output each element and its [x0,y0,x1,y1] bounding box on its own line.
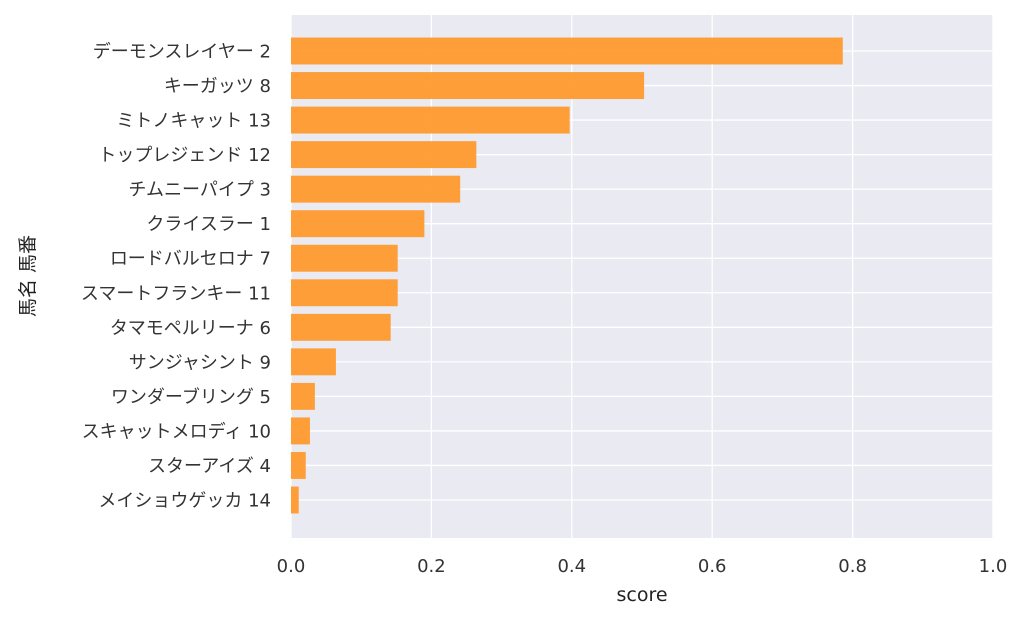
bar [291,106,570,134]
bar [291,451,306,479]
bar [291,141,477,169]
y-tick-label: ロードバルセロナ 7 [110,249,271,270]
y-tick-label: サンジャシント 9 [129,352,271,373]
x-tick-label: 1.0 [979,556,1008,577]
y-tick-label: クライスラー 1 [146,214,271,235]
bar [291,486,299,514]
x-tick-label: 0.0 [277,556,306,577]
bar [291,382,315,410]
bar [291,210,425,238]
y-axis-title: 馬名 馬番 [17,235,39,317]
x-tick-label: 0.8 [838,556,867,577]
y-tick-label: トップレジェンド 12 [98,145,271,166]
y-tick-label: ミトノキャット 13 [116,111,271,132]
y-tick-label: デーモンスレイヤー 2 [93,42,271,63]
bar [291,175,461,203]
x-tick-label: 0.6 [698,556,727,577]
bar [291,313,391,341]
y-tick-label: チムニーパイプ 3 [128,180,271,201]
bar [291,244,398,272]
x-tick-labels: 0.0 0.2 0.4 0.6 0.8 1.0 [277,556,1008,577]
bar [291,37,843,65]
bar [291,72,645,100]
x-tick-label: 0.4 [557,556,586,577]
bar [291,279,398,307]
x-axis-title: score [616,584,667,606]
x-tick-label: 0.2 [417,556,446,577]
plot-background [291,15,993,538]
y-tick-label: キーガッツ 8 [164,76,271,97]
bar [291,417,310,445]
y-tick-label: ワンダーブリング 5 [111,386,271,408]
bar [291,348,336,376]
y-tick-label: スキャットメロディ 10 [82,421,271,442]
y-tick-label: スマートフランキー 11 [81,283,271,304]
y-tick-label: メイショウゲッカ 14 [98,491,271,512]
y-tick-labels: デーモンスレイヤー 2 キーガッツ 8 ミトノキャット 13 トップレジェンド 12 チ… [81,42,271,512]
bars [291,37,843,514]
y-tick-label: スターアイズ 4 [148,456,271,477]
y-tick-label: タマモペルリーナ 6 [110,318,271,339]
